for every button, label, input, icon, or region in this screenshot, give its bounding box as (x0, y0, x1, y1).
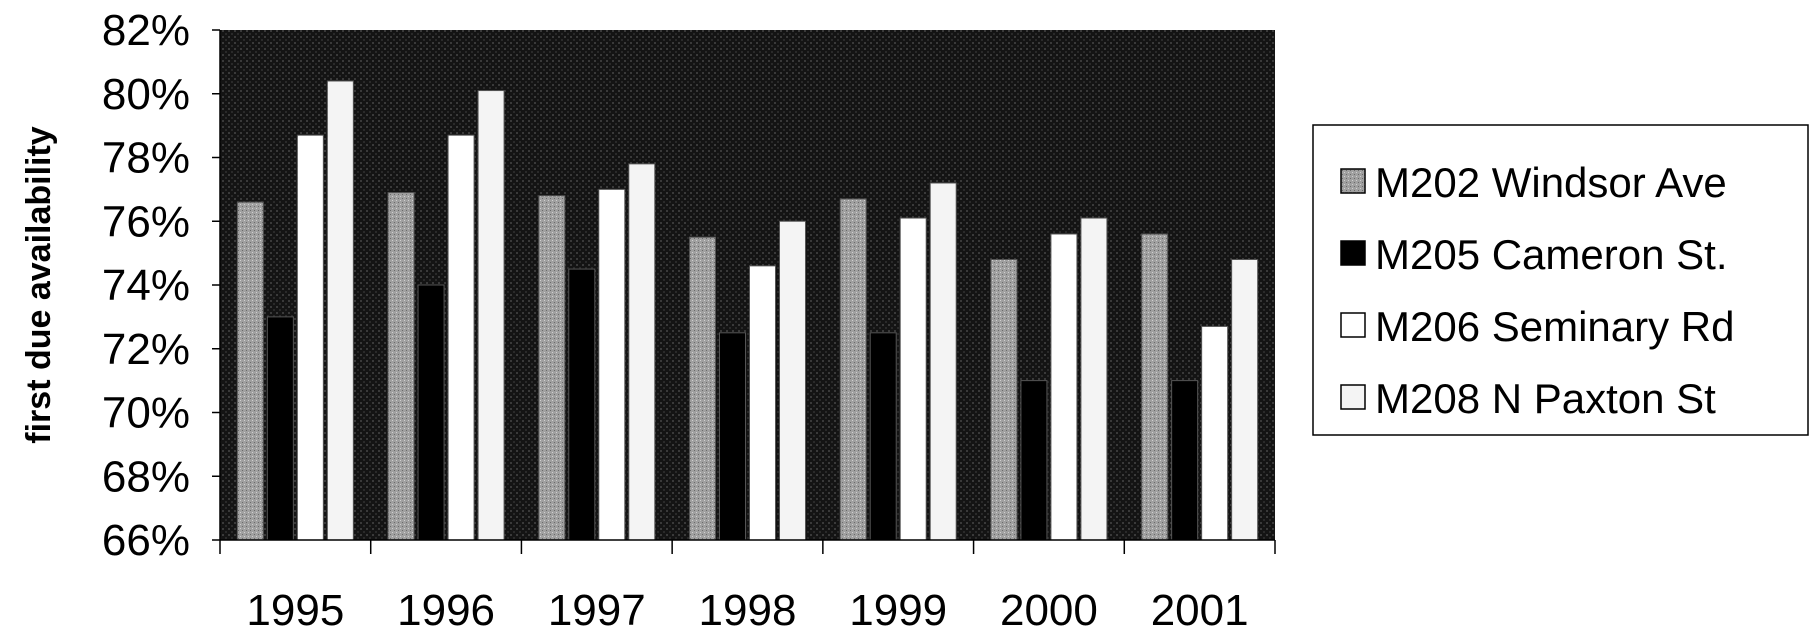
legend-swatch-2 (1340, 240, 1366, 266)
x-tick-label-1997: 1997 (548, 586, 646, 633)
bar-1997-series-3 (598, 188, 626, 541)
bar-1995-series-2 (266, 316, 294, 541)
bar-2000-series-4 (1080, 217, 1108, 541)
bar-1999-series-1 (839, 198, 867, 541)
bar-1997-series-4 (628, 163, 656, 541)
bar-2001-series-2 (1171, 380, 1199, 541)
legend-box (1312, 124, 1809, 436)
bar-1999-series-2 (869, 332, 897, 541)
bar-2001-series-1 (1141, 233, 1169, 541)
x-tick-label-2001: 2001 (1151, 586, 1249, 633)
bar-1999-series-4 (929, 182, 957, 541)
plot-area (220, 30, 1275, 540)
y-tick-label: 74% (102, 261, 190, 310)
legend-label-1: M202 Windsor Ave (1375, 159, 1727, 206)
bar-1998-series-1 (689, 236, 716, 541)
bar-2000-series-3 (1050, 233, 1078, 541)
bar-2001-series-4 (1231, 259, 1259, 541)
bar-1995-series-4 (326, 80, 354, 541)
bar-1997-series-2 (568, 268, 596, 541)
y-tick-label: 70% (102, 389, 190, 438)
y-tick-label: 68% (102, 452, 190, 501)
x-tick-label-1996: 1996 (397, 586, 495, 633)
y-tick-label: 78% (102, 134, 190, 183)
y-tick-label: 76% (102, 197, 190, 246)
legend: M202 Windsor Ave M205 Cameron St. M206 Sem… (1312, 124, 1809, 436)
bar-2001-series-3 (1201, 325, 1229, 541)
bar-1997-series-1 (538, 195, 566, 541)
legend-swatch-4 (1340, 384, 1366, 410)
legend-label-3: M206 Seminary Rd (1375, 303, 1734, 350)
bar-1998-series-4 (779, 220, 806, 541)
bar-1996-series-2 (417, 284, 445, 541)
x-tick-label-1998: 1998 (699, 586, 797, 633)
y-tick-label: 82% (102, 6, 190, 55)
x-tick-label-1999: 1999 (849, 586, 947, 633)
bar-1996-series-1 (387, 192, 415, 541)
bar-1995-series-3 (296, 134, 324, 541)
legend-swatch-1 (1340, 168, 1366, 194)
y-tick-label: 66% (102, 516, 190, 565)
bar-2000-series-1 (990, 259, 1018, 541)
legend-label-2: M205 Cameron St. (1375, 231, 1728, 278)
x-tick-label-2000: 2000 (1000, 586, 1098, 633)
bar-1998-series-3 (749, 265, 776, 541)
bar-1999-series-3 (899, 217, 927, 541)
bar-1996-series-4 (477, 90, 505, 541)
bar-1995-series-1 (236, 201, 264, 541)
y-tick-label: 72% (102, 325, 190, 374)
bar-1996-series-3 (447, 134, 475, 541)
y-axis-title: first due availability (20, 126, 58, 444)
bar-2000-series-2 (1020, 380, 1048, 541)
bar-1998-series-2 (719, 332, 746, 541)
y-tick-label: 80% (102, 70, 190, 119)
legend-swatch-3 (1340, 312, 1366, 338)
legend-label-4: M208 N Paxton St (1375, 375, 1716, 422)
x-tick-label-1995: 1995 (246, 586, 344, 633)
